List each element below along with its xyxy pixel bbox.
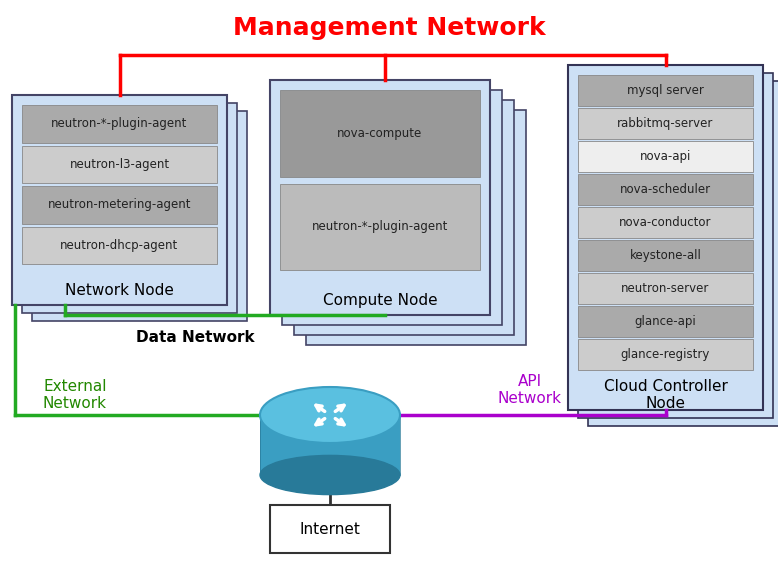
- Bar: [578, 273, 753, 304]
- Bar: [294, 100, 514, 335]
- Text: neutron-*-plugin-agent: neutron-*-plugin-agent: [312, 220, 448, 233]
- Bar: [22, 186, 217, 224]
- Bar: [578, 306, 753, 337]
- Bar: [578, 75, 753, 106]
- Bar: [578, 141, 753, 172]
- Text: neutron-*-plugin-agent: neutron-*-plugin-agent: [51, 117, 187, 130]
- Bar: [282, 90, 502, 325]
- Text: API
Network: API Network: [498, 374, 562, 406]
- Bar: [568, 65, 763, 410]
- Text: Compute Node: Compute Node: [323, 292, 437, 307]
- Text: neutron-l3-agent: neutron-l3-agent: [69, 158, 170, 171]
- Bar: [260, 415, 400, 475]
- Bar: [12, 95, 227, 305]
- Text: neutron-metering-agent: neutron-metering-agent: [47, 199, 191, 211]
- Bar: [588, 81, 778, 426]
- Text: neutron-dhcp-agent: neutron-dhcp-agent: [61, 239, 179, 252]
- Bar: [32, 111, 247, 321]
- Text: mysql server: mysql server: [627, 84, 704, 97]
- Bar: [578, 73, 773, 418]
- Bar: [22, 146, 217, 183]
- Ellipse shape: [260, 455, 400, 494]
- Text: glance-registry: glance-registry: [621, 348, 710, 361]
- Bar: [578, 240, 753, 271]
- Text: Cloud Controller
Node: Cloud Controller Node: [604, 379, 727, 411]
- Bar: [578, 339, 753, 370]
- Text: Network Node: Network Node: [65, 282, 174, 298]
- Bar: [306, 110, 526, 345]
- Bar: [270, 505, 390, 553]
- Bar: [22, 226, 217, 264]
- Ellipse shape: [260, 387, 400, 443]
- Text: nova-conductor: nova-conductor: [619, 216, 712, 229]
- Bar: [270, 80, 490, 315]
- Bar: [280, 90, 480, 177]
- Bar: [578, 207, 753, 238]
- Text: Internet: Internet: [300, 522, 360, 537]
- Text: External
Network: External Network: [43, 379, 107, 411]
- Text: nova-scheduler: nova-scheduler: [620, 183, 711, 196]
- Text: keystone-all: keystone-all: [629, 249, 702, 262]
- Text: Management Network: Management Network: [233, 16, 545, 40]
- Text: neutron-server: neutron-server: [622, 282, 710, 295]
- Text: nova-compute: nova-compute: [338, 127, 422, 140]
- Text: glance-api: glance-api: [635, 315, 696, 328]
- Bar: [578, 174, 753, 205]
- Text: nova-api: nova-api: [640, 150, 691, 163]
- Bar: [22, 105, 217, 143]
- Bar: [578, 108, 753, 139]
- Bar: [280, 183, 480, 270]
- Text: rabbitmq-server: rabbitmq-server: [617, 117, 713, 130]
- Bar: [22, 103, 237, 313]
- Text: Data Network: Data Network: [135, 330, 254, 345]
